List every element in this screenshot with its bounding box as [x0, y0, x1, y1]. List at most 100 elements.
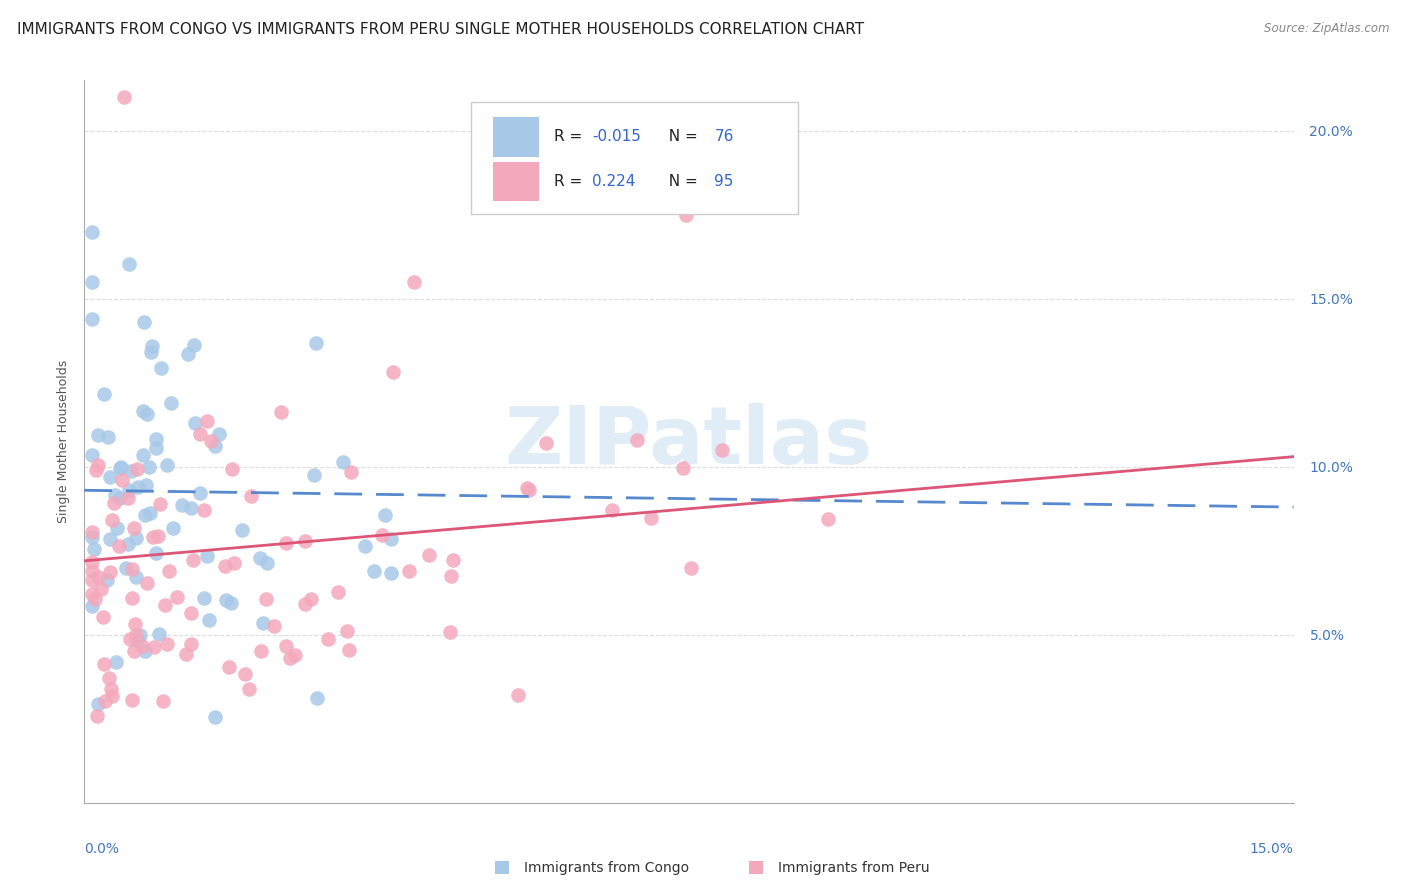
Point	[82, 448, 104, 462]
Point	[97, 430, 120, 444]
Point	[214, 558, 236, 573]
Point	[153, 598, 176, 612]
Point	[117, 491, 139, 505]
Point	[207, 427, 229, 442]
Point	[118, 632, 141, 647]
Point	[381, 365, 404, 379]
Point	[118, 257, 141, 271]
Point	[100, 513, 122, 527]
Point	[104, 488, 127, 502]
Point	[82, 587, 104, 601]
Point	[516, 481, 538, 495]
Point	[305, 335, 328, 350]
Point	[136, 576, 159, 591]
Point	[141, 345, 163, 359]
Point	[170, 498, 193, 512]
Point	[602, 503, 624, 517]
Point	[200, 434, 222, 448]
Point	[340, 465, 363, 479]
Point	[145, 441, 167, 455]
Point	[284, 648, 307, 662]
Point	[84, 463, 107, 477]
Point	[100, 681, 122, 696]
Text: 0.224: 0.224	[592, 174, 636, 189]
Point	[440, 569, 463, 583]
Point	[82, 555, 104, 569]
Point	[132, 315, 155, 329]
Point	[149, 497, 172, 511]
Point	[294, 597, 316, 611]
Point	[326, 585, 349, 599]
Point	[418, 548, 440, 562]
Point	[183, 338, 205, 352]
Point	[135, 477, 157, 491]
Point	[294, 534, 316, 549]
Point	[380, 566, 402, 581]
FancyBboxPatch shape	[471, 102, 797, 214]
Point	[82, 225, 104, 239]
Text: 95: 95	[714, 174, 734, 189]
Point	[134, 644, 156, 658]
Point	[107, 539, 129, 553]
Point	[517, 483, 540, 497]
Point	[534, 436, 557, 450]
Point	[316, 632, 339, 646]
Point	[276, 639, 298, 653]
Point	[129, 628, 152, 642]
Point	[219, 596, 242, 610]
Point	[134, 508, 156, 523]
Point	[197, 613, 219, 627]
Point	[711, 442, 734, 457]
Point	[84, 592, 107, 607]
Text: Immigrants from Peru: Immigrants from Peru	[778, 861, 929, 875]
Point	[152, 694, 174, 708]
Point	[177, 346, 200, 360]
Text: R =: R =	[554, 174, 586, 189]
Point	[145, 546, 167, 560]
Point	[380, 533, 402, 547]
Point	[145, 432, 167, 446]
Point	[87, 428, 110, 442]
Point	[118, 483, 141, 498]
Point	[162, 521, 184, 535]
Point	[270, 405, 292, 419]
Point	[108, 491, 131, 505]
Point	[215, 593, 238, 607]
Point	[86, 709, 108, 723]
Point	[146, 529, 169, 543]
Point	[82, 573, 104, 587]
Point	[256, 556, 278, 570]
Point	[193, 503, 215, 517]
Point	[155, 458, 177, 472]
Y-axis label: Single Mother Households: Single Mother Households	[58, 359, 70, 524]
Text: IMMIGRANTS FROM CONGO VS IMMIGRANTS FROM PERU SINGLE MOTHER HOUSEHOLDS CORRELATI: IMMIGRANTS FROM CONGO VS IMMIGRANTS FROM…	[17, 22, 865, 37]
Point	[679, 560, 702, 574]
Point	[218, 660, 240, 674]
Point	[441, 553, 464, 567]
Point	[87, 458, 110, 473]
Point	[254, 591, 277, 606]
Point	[302, 467, 325, 482]
Point	[124, 616, 146, 631]
Point	[125, 570, 148, 584]
Point	[222, 556, 245, 570]
Point	[122, 644, 145, 658]
Point	[82, 312, 104, 326]
Point	[104, 655, 127, 669]
Point	[332, 455, 354, 469]
Point	[374, 508, 396, 523]
Point	[138, 506, 160, 520]
Point	[150, 360, 173, 375]
Point	[276, 536, 298, 550]
Point	[93, 386, 115, 401]
Point	[117, 537, 139, 551]
Text: 15.0%: 15.0%	[1250, 842, 1294, 855]
Point	[299, 592, 322, 607]
Point	[252, 615, 274, 630]
Point	[439, 625, 461, 640]
Text: 76: 76	[714, 129, 734, 145]
Point	[121, 591, 143, 606]
Point	[398, 565, 420, 579]
Point	[626, 433, 648, 447]
Point	[121, 561, 143, 575]
